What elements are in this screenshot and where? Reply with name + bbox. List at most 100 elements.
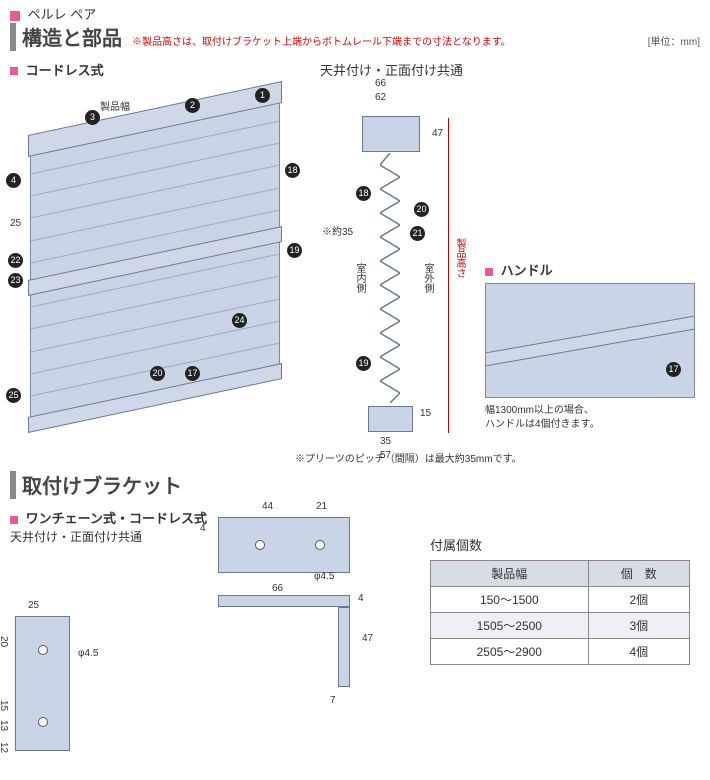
hole-icon [38,645,48,655]
table-row: 2505～2900 4個 [431,639,690,665]
callout-17b: 17 [666,362,681,377]
dim-62: 62 [375,92,386,103]
unit-label: [単位：mm] [648,33,700,51]
qty-cell: 1505～2500 [431,613,589,639]
handle-image: 17 [485,283,695,398]
section2-title: 取付けブラケット [22,470,182,499]
section2-title-row: 取付けブラケット [10,470,182,499]
bracket-front-view [15,616,70,751]
qty-col-width: 製品幅 [431,561,589,587]
sub-onechain-common: 天井付け・正面付け共通 [10,528,142,545]
title-bar-icon [10,471,16,499]
hole-icon [38,717,48,727]
dim-13: 13 [0,720,9,731]
callout-22: 23 [8,273,23,288]
dim-47: 47 [432,128,443,139]
dim-21: 21 [316,501,327,512]
dim-47b: 47 [362,633,373,644]
bracket-top-view [218,517,350,573]
dim-35: 35 [380,436,391,447]
dim-4: 4 [200,523,206,534]
main-title: 構造と部品 [22,22,122,51]
dim-15b: 15 [0,700,9,711]
diagram-side-elevation: 66 62 47 18 20 21 19 ※約35 室内側 室外側 製品高さ 1… [320,78,465,448]
side-bottom-box [368,406,413,432]
handle-title: ハンドル [501,263,553,278]
title-bar-icon [10,23,16,51]
product-name: ペルレ ペア [28,7,97,22]
callout-20: 20 [150,366,165,381]
dim-15: 15 [420,408,431,419]
table-row: 1505～2500 3個 [431,613,690,639]
callout-19a: 19 [287,243,302,258]
qty-cell: 2505～2900 [431,639,589,665]
callout-19b: 19 [356,356,371,371]
qty-cell: 2個 [588,587,689,613]
callout-25: 25 [6,388,21,403]
qty-col-qty: 個 数 [588,561,689,587]
dim-pleat-depth: 25 [10,218,21,229]
label-outside: 室外側 [420,263,435,293]
dim-pitch: ※約35 [322,223,353,238]
callout-18b: 18 [356,186,371,201]
sub-common: 天井付け・正面付け共通 [320,60,463,79]
dim-phi45b: φ4.5 [314,571,334,582]
callout-2: 2 [185,98,200,113]
dim-product-width: 製品幅 [100,98,130,113]
sub-cordless: コードレス式 [10,60,104,79]
label-inside: 室内側 [352,263,367,293]
bracket-side-drop [338,607,350,687]
callout-4: 4 [6,173,21,188]
handle-note-l1: 幅1300mm以上の場合、 [485,405,594,416]
marker-icon [485,268,493,276]
qty-cell: 150～1500 [431,587,589,613]
bracket-drawings: 44 21 4 φ4.5 66 4 47 7 [190,505,390,765]
callout-18a: 18 [285,163,300,178]
pitch-footnote: ※プリーツのピッチ（間隔）は最大約35mmです。 [295,450,522,465]
qty-table: 製品幅 個 数 150～1500 2個 1505～2500 3個 2505～29… [430,560,690,665]
dim-product-height: 製品高さ [452,238,467,278]
bracket-side-view [218,595,350,607]
height-dim-line [448,118,449,433]
qty-cell: 4個 [588,639,689,665]
marker-icon [10,516,18,524]
dim-4b: 4 [358,593,364,604]
handle-title-row: ハンドル [485,260,697,279]
handle-section: ハンドル 17 幅1300mm以上の場合、 ハンドルは4個付きます。 [485,260,697,432]
red-note: ※製品高さは、取付けブラケット上端からボトムレール下端までの寸法となります。 [132,33,511,51]
dim-7: 7 [330,695,336,706]
dim-phi45a: φ4.5 [78,648,98,659]
hole-icon [255,540,265,550]
sub-onechain: ワンチェーン式・コードレス式 [10,508,207,527]
callout-3: 3 [85,110,100,125]
dim-25: 25 [28,600,39,611]
marker-icon [10,67,18,75]
sub-onechain-label: ワンチェーン式・コードレス式 [26,511,207,526]
handle-note-l2: ハンドルは4個付きます。 [485,419,600,430]
hole-icon [315,540,325,550]
dim-12: 12 [0,742,9,753]
callout-17: 17 [185,366,200,381]
handle-rail [486,316,694,367]
dim-20: 20 [0,636,9,647]
zigzag-icon [380,153,400,403]
diagram-main: 製品幅 25 1 2 3 4 17 18 19 20 23 22 24 25 [10,78,300,388]
handle-note: 幅1300mm以上の場合、 ハンドルは4個付きます。 [485,404,697,432]
callout-24: 24 [232,313,247,328]
qty-title: 付属個数 [430,535,690,554]
dim-66b: 66 [272,583,283,594]
qty-section: 付属個数 製品幅 個 数 150～1500 2個 1505～2500 3個 25… [430,535,690,665]
side-top-box [362,116,420,152]
dim-44: 44 [262,501,273,512]
sub-cordless-label: コードレス式 [26,63,104,78]
dim-66: 66 [375,78,386,89]
qty-cell: 3個 [588,613,689,639]
main-title-row: 構造と部品 ※製品高さは、取付けブラケット上端からボトムレール下端までの寸法とな… [10,22,700,51]
callout-23: 22 [8,253,23,268]
callout-21: 21 [410,226,425,241]
table-row: 150～1500 2個 [431,587,690,613]
callout-1: 1 [255,88,270,103]
marker-icon [10,11,20,21]
product-name-row: ペルレ ペア [10,4,96,23]
callout-20b: 20 [414,202,429,217]
